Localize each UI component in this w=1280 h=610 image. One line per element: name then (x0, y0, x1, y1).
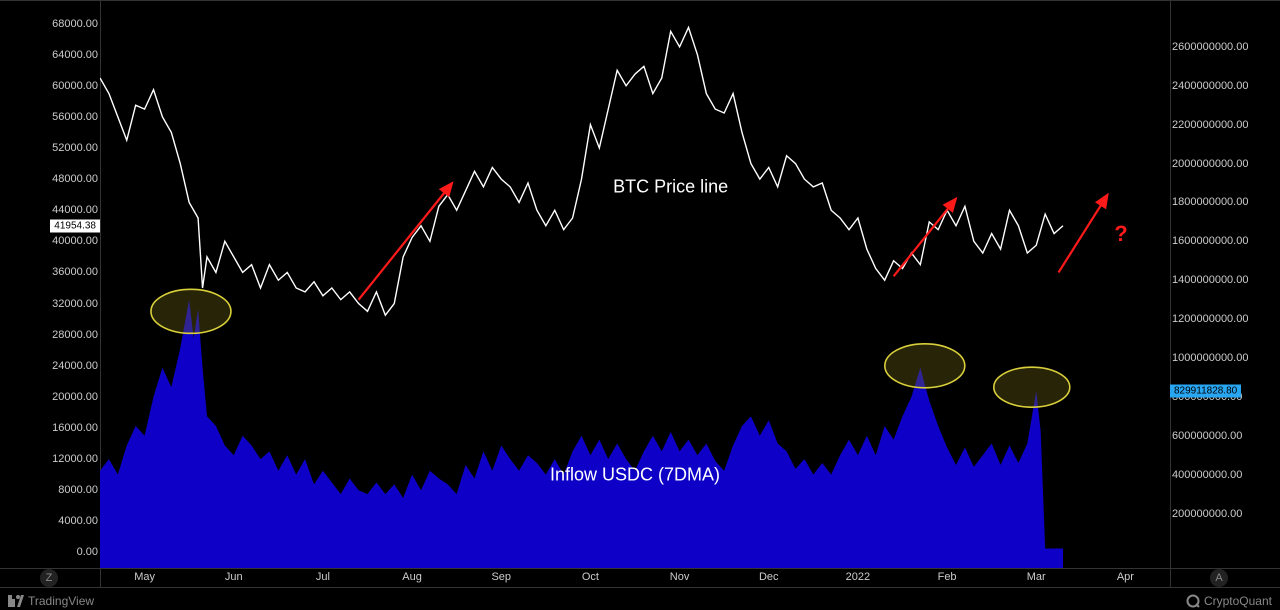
x-axis[interactable]: May Jun Jul Aug Sep Oct Nov Dec 2022 Feb Mar Apr (100, 568, 1170, 588)
x-tick: 2022 (846, 571, 870, 583)
y-left-tick: 20000.00 (2, 391, 98, 403)
y-left-tick: 48000.00 (2, 173, 98, 185)
y-left-tick: 28000.00 (2, 329, 98, 341)
inflow-current-badge: 829911828.80 (1170, 385, 1241, 398)
y-left-tick: 12000.00 (2, 453, 98, 465)
brand-tradingview[interactable]: TradingView (8, 594, 94, 608)
y-left-tick: 56000.00 (2, 111, 98, 123)
x-tick: Mar (1027, 571, 1046, 583)
chart-root: 0.00 4000.00 8000.00 12000.00 16000.00 20000.… (0, 0, 1280, 610)
y-right-tick: 2600000000.00 (1172, 41, 1248, 53)
y-left-tick: 64000.00 (2, 49, 98, 61)
price-label: BTC Price line (613, 176, 728, 197)
y-right-tick: 200000000.00 (1172, 508, 1242, 520)
y-left-tick: 44000.00 (2, 204, 98, 216)
price-line (100, 27, 1063, 315)
highlight-ellipse (151, 289, 231, 333)
x-tick: Jun (225, 571, 243, 583)
y-left-tick: 32000.00 (2, 298, 98, 310)
x-tick: Jul (316, 571, 330, 583)
y-right-tick: 2200000000.00 (1172, 119, 1248, 131)
cryptoquant-icon (1186, 594, 1200, 608)
trend-arrow (359, 183, 453, 300)
y-right-tick: 1600000000.00 (1172, 235, 1248, 247)
x-tick: Feb (938, 571, 957, 583)
highlight-ellipse (994, 367, 1070, 407)
y-left-axis[interactable]: 0.00 4000.00 8000.00 12000.00 16000.00 20000.… (0, 8, 100, 568)
y-right-tick: 1200000000.00 (1172, 313, 1248, 325)
y-left-tick: 8000.00 (2, 484, 98, 496)
y-right-tick: 400000000.00 (1172, 469, 1242, 481)
y-right-tick: 600000000.00 (1172, 430, 1242, 442)
y-right-axis[interactable]: 200000000.00400000000.00600000000.008000… (1170, 8, 1280, 568)
y-left-tick: 0.00 (2, 546, 98, 558)
question-mark: ? (1114, 221, 1127, 247)
zoom-left-button[interactable]: Z (40, 569, 58, 587)
y-right-tick: 1000000000.00 (1172, 352, 1248, 364)
y-right-tick: 1400000000.00 (1172, 274, 1248, 286)
y-left-tick: 60000.00 (2, 80, 98, 92)
x-tick: Oct (582, 571, 599, 583)
price-current-badge: 41954.38 (50, 220, 100, 233)
inflow-label: Inflow USDC (7DMA) (550, 464, 720, 485)
x-tick: Apr (1117, 571, 1134, 583)
y-left-tick: 16000.00 (2, 422, 98, 434)
y-left-tick: 24000.00 (2, 360, 98, 372)
x-tick: Sep (491, 571, 511, 583)
sep-top (0, 0, 1280, 1)
y-right-tick: 1800000000.00 (1172, 196, 1248, 208)
y-right-tick: 2000000000.00 (1172, 158, 1248, 170)
y-left-tick: 4000.00 (2, 515, 98, 527)
x-tick: Nov (670, 571, 690, 583)
y-right-tick: 2400000000.00 (1172, 80, 1248, 92)
y-left-tick: 40000.00 (2, 235, 98, 247)
x-tick: Dec (759, 571, 779, 583)
trend-arrow (1059, 195, 1108, 273)
trend-arrow (894, 199, 956, 277)
tradingview-icon (8, 595, 24, 607)
x-tick: Aug (402, 571, 422, 583)
zoom-right-button[interactable]: A (1210, 569, 1228, 587)
highlight-ellipse (885, 344, 965, 388)
brand-cryptoquant-label: CryptoQuant (1204, 594, 1272, 608)
y-left-tick: 36000.00 (2, 266, 98, 278)
inflow-area (100, 300, 1063, 568)
x-tick: May (134, 571, 155, 583)
y-left-tick: 52000.00 (2, 142, 98, 154)
brand-cryptoquant[interactable]: CryptoQuant (1186, 594, 1272, 608)
y-left-tick: 68000.00 (2, 18, 98, 30)
brand-tradingview-label: TradingView (28, 594, 94, 608)
